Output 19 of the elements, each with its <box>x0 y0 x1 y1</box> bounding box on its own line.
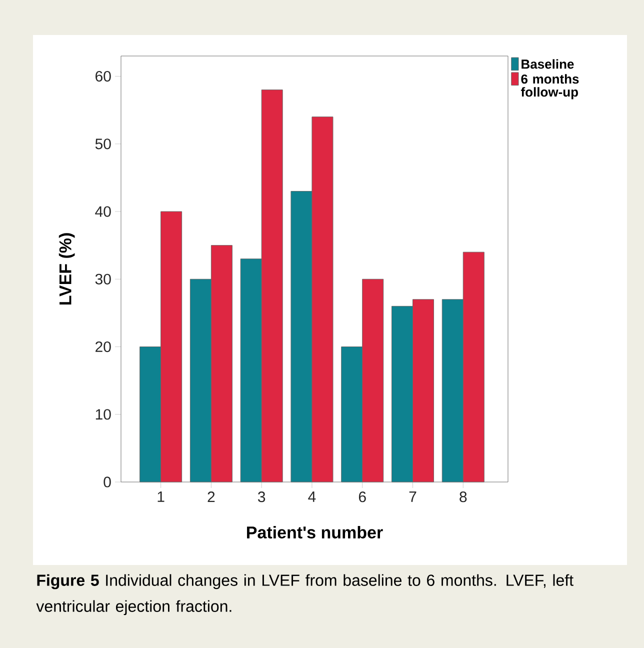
y-tick-label: 50 <box>95 138 111 150</box>
x-tick-label: 6 <box>358 492 366 502</box>
text: Figure 5 Individual changes in LVEF from baseline to 6 months. LVEF, left ventricular ejection fraction. <box>36 574 574 616</box>
x-tick-label: 1 <box>158 492 164 502</box>
x-tick-label: 8 <box>460 492 467 502</box>
x-tick-label: 3 <box>258 492 266 502</box>
x-tick-label: 4 <box>308 492 316 502</box>
y-tick-label: 60 <box>96 70 111 82</box>
y-tick-label: 30 <box>95 274 111 284</box>
y-axis-title: LVEF (%) <box>58 233 75 305</box>
y-tick-label: 0 <box>104 476 111 488</box>
x-axis-title: Patient's number <box>247 526 383 538</box>
y-tick-label: 10 <box>96 409 111 420</box>
legend-label: Baseline <box>522 59 574 69</box>
legend-label: 6 months follow-up <box>520 74 579 100</box>
y-tick-label: 20 <box>96 341 111 352</box>
y-tick-label: 40 <box>95 206 111 217</box>
x-tick-label: 7 <box>409 492 416 502</box>
x-tick-label: 2 <box>208 492 215 502</box>
